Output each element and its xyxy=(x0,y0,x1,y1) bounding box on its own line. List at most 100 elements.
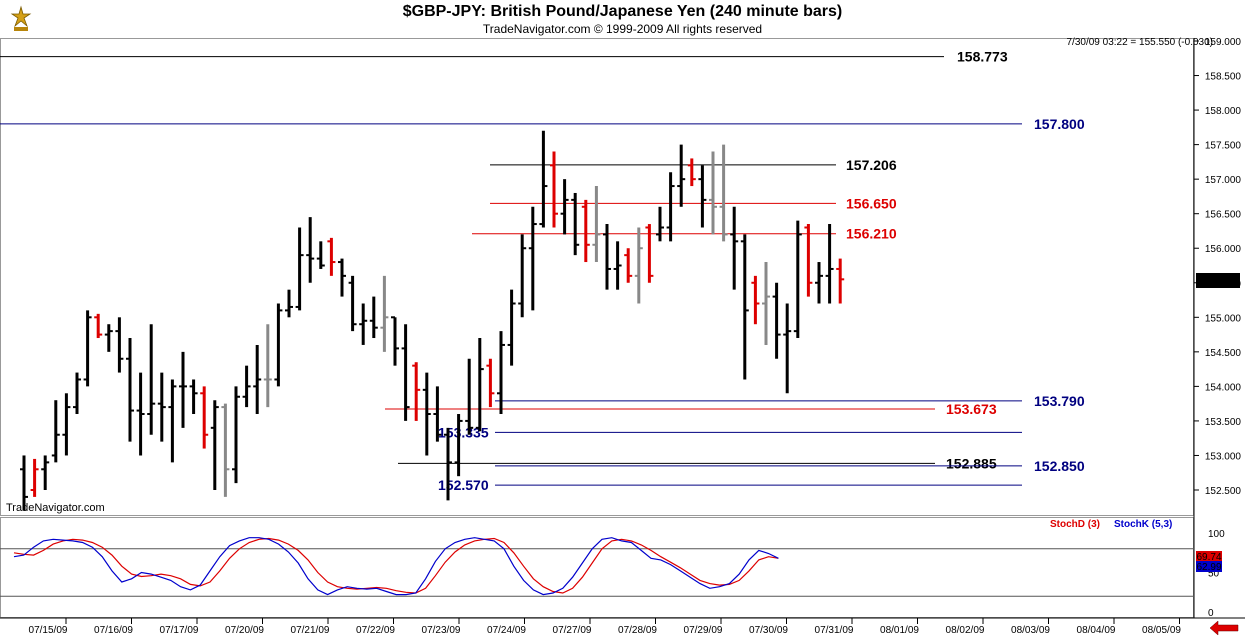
ohlc-bar xyxy=(762,262,770,345)
ohlc-bar xyxy=(327,237,336,276)
price-tick-label: 153.000 xyxy=(1205,451,1242,462)
ohlc-bar xyxy=(168,379,177,463)
ohlc-bar xyxy=(486,358,495,408)
ohlc-bar xyxy=(815,262,823,304)
ohlc-bar xyxy=(41,455,50,490)
ohlc-bar xyxy=(380,275,389,352)
date-tick-label: 07/15/09 xyxy=(29,625,68,636)
ohlc-bar xyxy=(592,186,601,263)
ohlc-bar xyxy=(730,206,739,290)
date-tick-label: 07/23/09 xyxy=(422,625,461,636)
ohlc-bar xyxy=(126,338,134,442)
ohlc-bar xyxy=(528,206,537,311)
ohlc-bar xyxy=(560,179,569,235)
ohlc-bar xyxy=(263,324,272,408)
stoch-series-line xyxy=(13,537,779,596)
ohlc-bar xyxy=(497,331,505,415)
ohlc-bar xyxy=(783,303,792,394)
ohlc-bar xyxy=(836,258,845,304)
ohlc-bar xyxy=(30,458,39,497)
date-tick-label: 08/02/09 xyxy=(946,625,985,636)
ohlc-bar xyxy=(306,217,315,283)
price-tick-label: 152.500 xyxy=(1205,486,1242,497)
ohlc-bar xyxy=(550,151,558,228)
stoch-series-line xyxy=(13,537,779,594)
ohlc-bar xyxy=(677,144,686,207)
price-tick-label: 158.000 xyxy=(1205,106,1242,117)
ohlc-bar xyxy=(603,224,611,290)
date-tick-label: 07/22/09 xyxy=(356,625,395,636)
ohlc-bar xyxy=(401,324,410,421)
ohlc-bar xyxy=(285,289,293,318)
stochk-legend: StochK (5,3) xyxy=(1114,519,1172,530)
ohlc-bar xyxy=(719,144,728,242)
ohlc-bar xyxy=(359,303,368,345)
ohlc-bar xyxy=(115,317,124,373)
ohlc-bar xyxy=(825,224,834,304)
ohlc-bar xyxy=(221,403,230,497)
ohlc-bar xyxy=(136,372,145,456)
ohlc-bar xyxy=(581,199,590,263)
stochastic-panel: 100 50 0 xyxy=(0,529,1225,619)
stoch-panel-frame xyxy=(0,517,1194,618)
date-tick-label: 07/31/09 xyxy=(815,625,854,636)
ohlc-bar xyxy=(518,234,527,318)
ohlc-bar xyxy=(147,324,156,435)
ohlc-bar xyxy=(391,316,399,366)
ohlc-bar xyxy=(295,227,304,311)
ohlc-bar xyxy=(454,414,463,477)
date-tick-label: 08/04/09 xyxy=(1077,625,1116,636)
ohlc-bar xyxy=(634,227,643,304)
ohlc-bar xyxy=(645,224,654,283)
date-tick-label: 07/16/09 xyxy=(94,625,133,636)
chart-subtitle: TradeNavigator.com © 1999-2009 All right… xyxy=(482,22,763,36)
ohlc-bar xyxy=(539,130,548,228)
chart-title: $GBP-JPY: British Pound/Japanese Yen (24… xyxy=(402,3,843,20)
stoch-tick-label: 0 xyxy=(1208,608,1214,619)
ohlc-bar xyxy=(316,241,325,269)
level-label: 152.885 xyxy=(946,455,997,471)
ohlc-bar xyxy=(465,358,474,435)
ohlc-bar xyxy=(51,400,60,463)
watermark: TradeNavigator.com xyxy=(6,502,105,514)
price-tick-label: 154.000 xyxy=(1205,382,1242,393)
stoch-last-tags: 69.74 62.99 xyxy=(1196,551,1222,573)
ohlc-bar xyxy=(804,224,813,297)
date-tick-label: 07/28/09 xyxy=(618,625,657,636)
ohlc-bar xyxy=(666,172,675,242)
price-tick-label: 158.500 xyxy=(1205,72,1242,83)
stochd-legend: StochD (3) xyxy=(1050,519,1100,530)
ohlc-bar xyxy=(104,324,113,352)
price-tick-label: 156.000 xyxy=(1205,244,1242,255)
ohlc-bar xyxy=(242,365,251,408)
ohlc-bar xyxy=(369,296,378,339)
ohlc-bar xyxy=(772,282,781,359)
price-tick-label: 159.000 xyxy=(1205,37,1242,48)
price-tick-label: 155.000 xyxy=(1205,313,1242,324)
date-tick-label: 07/21/09 xyxy=(291,625,330,636)
last-price-label: 155.550 xyxy=(1200,276,1237,287)
date-axis: 07/15/09 07/16/09 07/17/09 07/20/09 07/21/09… xyxy=(29,618,1181,636)
ohlc-bar xyxy=(253,344,262,415)
ohlc-bar xyxy=(687,158,696,187)
ohlc-bar xyxy=(412,362,421,421)
ohlc-bar xyxy=(444,427,452,501)
level-label: 153.673 xyxy=(946,401,997,417)
date-tick-label: 07/24/09 xyxy=(487,625,526,636)
stochd-last-label: 69.74 xyxy=(1196,552,1221,563)
price-panel-frame xyxy=(0,38,1194,516)
date-tick-label: 07/29/09 xyxy=(684,625,723,636)
left-arrow-icon[interactable] xyxy=(1204,620,1244,638)
level-label: 157.206 xyxy=(846,157,897,173)
date-tick-label: 07/20/09 xyxy=(225,625,264,636)
ohlc-bar xyxy=(94,313,103,339)
stochk-last-label: 62.99 xyxy=(1196,562,1221,573)
ohlc-bar xyxy=(73,372,81,415)
date-tick-label: 08/03/09 xyxy=(1011,625,1050,636)
date-tick-label: 07/27/09 xyxy=(553,625,592,636)
ohlc-bar xyxy=(189,379,198,415)
ohlc-bar xyxy=(232,386,240,484)
date-tick-label: 08/05/09 xyxy=(1142,625,1181,636)
ohlc-bar xyxy=(613,241,622,290)
ohlc-bar xyxy=(475,338,484,432)
